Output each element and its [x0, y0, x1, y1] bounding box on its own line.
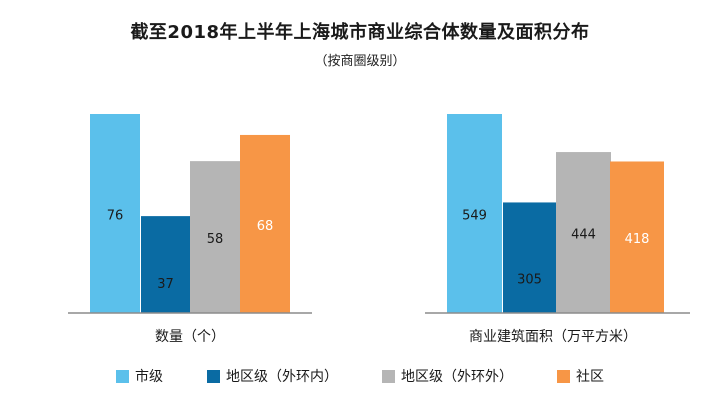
legend-label: 社区 — [576, 369, 604, 385]
legend-item-community: 社区 — [557, 366, 604, 386]
legend: 市级 地区级（外环内） 地区级（外环外） 社区 — [0, 366, 720, 386]
bar-0-1 — [141, 216, 190, 313]
bar-value-label: 58 — [207, 232, 224, 247]
bar-value-label: 76 — [107, 209, 124, 224]
legend-swatch — [382, 369, 395, 383]
bar-1-2 — [556, 152, 611, 313]
bar-value-label: 68 — [257, 219, 274, 234]
bar-0-0 — [90, 114, 140, 313]
bar-1-0 — [447, 114, 502, 313]
bar-value-label: 37 — [157, 277, 174, 292]
legend-swatch — [116, 369, 129, 383]
legend-swatch — [557, 369, 570, 383]
legend-label: 市级 — [135, 369, 163, 385]
legend-swatch — [207, 369, 220, 383]
legend-label: 地区级（外环内） — [226, 369, 338, 385]
bar-0-2 — [190, 161, 240, 313]
bar-1-3 — [610, 161, 664, 313]
legend-label: 地区级（外环外） — [401, 369, 513, 385]
bar-value-label: 418 — [625, 232, 650, 247]
x-axis-label: 数量（个） — [155, 329, 225, 345]
chart-title: 截至2018年上半年上海城市商业综合体数量及面积分布 — [130, 22, 590, 43]
bar-value-label: 305 — [517, 273, 542, 288]
bar-value-label: 444 — [571, 228, 596, 243]
chart-subtitle: （按商圈级别） — [314, 54, 406, 69]
x-axis-label: 商业建筑面积（万平方米） — [469, 329, 637, 345]
legend-item-district-inner: 地区级（外环内） — [207, 366, 338, 386]
legend-item-district-outer: 地区级（外环外） — [382, 366, 513, 386]
bar-0-3 — [240, 134, 290, 313]
bar-value-label: 549 — [462, 209, 487, 224]
legend-item-city: 市级 — [116, 366, 163, 386]
bar-1-1 — [503, 202, 556, 313]
